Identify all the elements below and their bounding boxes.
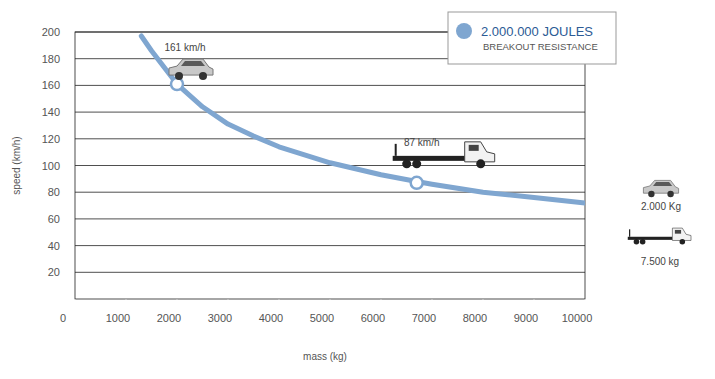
x-tick-label: 10000: [562, 312, 593, 324]
subtitle: BREAKOUT RESISTANCE: [483, 41, 598, 52]
car-wheel: [648, 191, 654, 197]
legend-box: [448, 12, 616, 64]
x-tick: [279, 299, 280, 302]
x-tick: [381, 299, 382, 302]
legend-swatch: [456, 23, 472, 39]
x-tick: [177, 299, 178, 302]
legend: 2.000.000 JOULES BREAKOUT RESISTANCE: [448, 12, 616, 64]
truck-wheel: [680, 239, 686, 245]
car-body: [643, 180, 678, 193]
truck-rail: [629, 229, 630, 236]
x-tick-label: 7000: [412, 312, 436, 324]
x-tick-label: 5000: [310, 312, 334, 324]
x-tick: [483, 299, 484, 302]
truck-rail: [395, 144, 397, 156]
y-tick-label: 60: [48, 213, 60, 225]
y-tick-label: 20: [48, 266, 60, 278]
plot-frame: [75, 32, 585, 299]
x-tick: [585, 299, 586, 302]
car-icon: [643, 180, 678, 197]
grid-line: [75, 85, 585, 86]
grid-line: [75, 245, 585, 246]
chart: 2040608010012014016018020001000200030004…: [0, 0, 715, 379]
x-tick: [126, 299, 127, 302]
x-tick: [330, 299, 331, 302]
truck-cab: [672, 228, 691, 240]
car-wheel: [175, 72, 183, 80]
x-tick: [534, 299, 535, 302]
annotation: 7.500 kg: [641, 256, 679, 267]
x-tick: [75, 299, 76, 302]
x-tick-label: 3000: [208, 312, 232, 324]
car-wheel: [199, 72, 207, 80]
x-tick-label: 4000: [259, 312, 283, 324]
car-window: [181, 61, 205, 66]
truck-bed: [628, 237, 673, 240]
x-tick-label: 6000: [361, 312, 385, 324]
car-wheel: [667, 191, 673, 197]
annotation: 2.000 Kg: [641, 201, 681, 212]
y-axis-label: speed (km/h): [11, 136, 22, 194]
truck-wheel: [402, 159, 411, 168]
x-tick-label: 1000: [106, 312, 130, 324]
car-icon: [169, 59, 213, 80]
y-tick-label: 80: [48, 186, 60, 198]
y-tick-label: 200: [42, 26, 60, 38]
x-tick: [432, 299, 433, 302]
truck-bed: [393, 156, 465, 161]
x-tick-label: 2000: [157, 312, 181, 324]
y-tick-label: 160: [42, 79, 60, 91]
truck-cab: [465, 142, 495, 162]
truck-wheel: [476, 159, 485, 168]
car-body: [169, 59, 213, 75]
grid-line: [75, 112, 585, 113]
x-axis-label: mass (kg): [303, 351, 347, 362]
y-tick-label: 180: [42, 53, 60, 65]
x-tick-label: 9000: [514, 312, 538, 324]
truck-icon: [628, 228, 691, 244]
legend-label: 2.000.000 JOULES: [481, 24, 593, 39]
truck-wheel: [412, 159, 421, 168]
point-marker: [171, 78, 183, 90]
data-label: 87 km/h: [404, 137, 440, 148]
x-tick: [228, 299, 229, 302]
y-tick-label: 40: [48, 240, 60, 252]
y-tick-label: 140: [42, 106, 60, 118]
y-tick-label: 120: [42, 133, 60, 145]
point-marker: [411, 177, 423, 189]
truck-wheel: [634, 239, 640, 245]
truck-wheel: [640, 239, 646, 245]
grid-line: [75, 272, 585, 273]
car-window: [653, 182, 672, 186]
truck-window: [675, 230, 681, 234]
x-tick-label: 8000: [463, 312, 487, 324]
grid-line: [75, 138, 585, 139]
truck-window: [469, 145, 479, 151]
grid-line: [75, 218, 585, 219]
data-label: 161 km/h: [164, 42, 205, 53]
x-tick-label: 0: [60, 312, 66, 324]
y-tick-label: 100: [42, 160, 60, 172]
